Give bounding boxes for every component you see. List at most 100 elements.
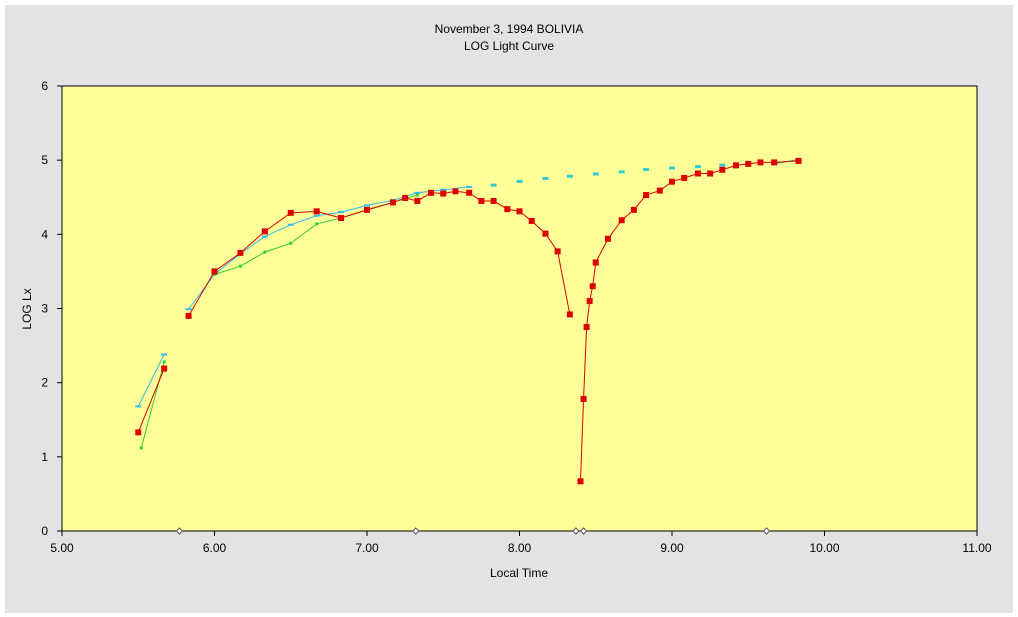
red-point [566, 311, 573, 318]
red-point [261, 228, 268, 235]
axis-diamond-marker [175, 527, 184, 535]
dashed-point [592, 172, 599, 176]
red-point [364, 206, 370, 213]
red-point [466, 189, 473, 196]
red-point [669, 178, 675, 185]
cyan-point [338, 211, 345, 214]
red-point [733, 162, 740, 169]
dashed-point [719, 163, 726, 167]
x-tick-label: 8.00 [508, 541, 532, 555]
series-layer [135, 157, 802, 485]
red-point [577, 478, 584, 485]
red-point [440, 190, 447, 197]
red-point [414, 197, 421, 204]
red-point [719, 166, 726, 173]
cyan-series-line [188, 186, 470, 310]
red-point [428, 189, 435, 196]
red-point [389, 199, 396, 206]
x-tick-label: 10.00 [809, 541, 839, 555]
red-point [795, 157, 802, 164]
red-point [402, 194, 409, 201]
red-point [592, 259, 599, 266]
green-point [415, 193, 419, 197]
axes: 5.00 6.00 7.00 8.00 9.00 10.00 11.00 0 1 2 3 4 5 6 [41, 79, 992, 555]
red-point [237, 249, 244, 256]
y-tick-label: 1 [41, 450, 48, 464]
dashed-point [490, 183, 497, 187]
red-point [580, 395, 587, 402]
red-point [589, 283, 596, 290]
red-point [656, 187, 663, 194]
cyan-point [466, 185, 473, 188]
red-point [643, 192, 650, 199]
cyan-point [261, 235, 268, 238]
chart-frame: November 3, 1994 BOLIVIA LOG Light Curve… [5, 5, 1013, 613]
red-point [694, 170, 701, 177]
x-tick-label: 6.00 [203, 541, 227, 555]
y-tick-label: 6 [41, 79, 48, 93]
y-tick-label: 5 [41, 153, 48, 167]
red-point [504, 206, 511, 213]
cyan-point [440, 188, 447, 191]
chart-subtitle: LOG Light Curve [464, 39, 554, 53]
red-point [745, 160, 752, 167]
dashed-point [618, 170, 625, 174]
axis-diamond-marker [412, 527, 420, 535]
red-point [554, 248, 561, 255]
dashed-point [566, 174, 573, 178]
green-point [162, 360, 166, 364]
red-point [211, 268, 218, 275]
x-tick-label: 11.00 [962, 541, 991, 555]
red-point [490, 197, 497, 204]
axis-diamond-marker [572, 527, 580, 535]
light-curve-chart: November 3, 1994 BOLIVIA LOG Light Curve… [20, 22, 992, 580]
red-point [707, 170, 714, 177]
y-tick-label: 4 [41, 227, 48, 241]
y-tick-label: 3 [41, 302, 48, 316]
red-point [161, 365, 168, 372]
x-tick-label: 5.00 [50, 541, 74, 555]
cyan-point [313, 214, 320, 217]
red-point [586, 298, 593, 305]
red-point [287, 209, 294, 216]
axis-diamond-marker [762, 527, 771, 535]
y-tick-label: 0 [41, 524, 48, 538]
red-point [583, 324, 590, 331]
red-point [771, 159, 778, 166]
dashed-point [694, 165, 701, 169]
red-point [757, 159, 764, 166]
red-point [135, 429, 142, 436]
cyan-point [364, 204, 370, 207]
cyan-point [135, 405, 142, 408]
red-point [681, 174, 688, 181]
red-point [338, 215, 345, 222]
dashed-point [669, 166, 675, 170]
red-point [452, 188, 459, 195]
red-point [604, 235, 611, 242]
red-point [630, 206, 637, 213]
green-point [289, 241, 293, 245]
dashed-point [542, 176, 549, 180]
green-point [139, 446, 143, 450]
cyan-point [185, 308, 192, 311]
red-point [516, 208, 523, 215]
cyan-point [287, 223, 294, 226]
red-point [528, 217, 535, 224]
dashed-point [516, 179, 523, 183]
y-axis-label: LOG Lx [20, 288, 34, 329]
red-point [478, 197, 485, 204]
axis-diamond-marker [579, 527, 588, 535]
y-tick-label: 2 [41, 376, 48, 390]
red-point [185, 312, 192, 319]
plot-area [61, 85, 978, 532]
dashed-point [643, 168, 650, 172]
green-series-line [140, 361, 165, 449]
x-tick-label: 9.00 [660, 541, 684, 555]
red-point [542, 230, 549, 237]
red-series-line [137, 368, 165, 433]
x-axis-label: Local Time [490, 566, 548, 580]
x-tick-label: 7.00 [355, 541, 379, 555]
chart-title: November 3, 1994 BOLIVIA [435, 22, 584, 36]
green-point [238, 264, 242, 268]
red-point [313, 208, 320, 215]
